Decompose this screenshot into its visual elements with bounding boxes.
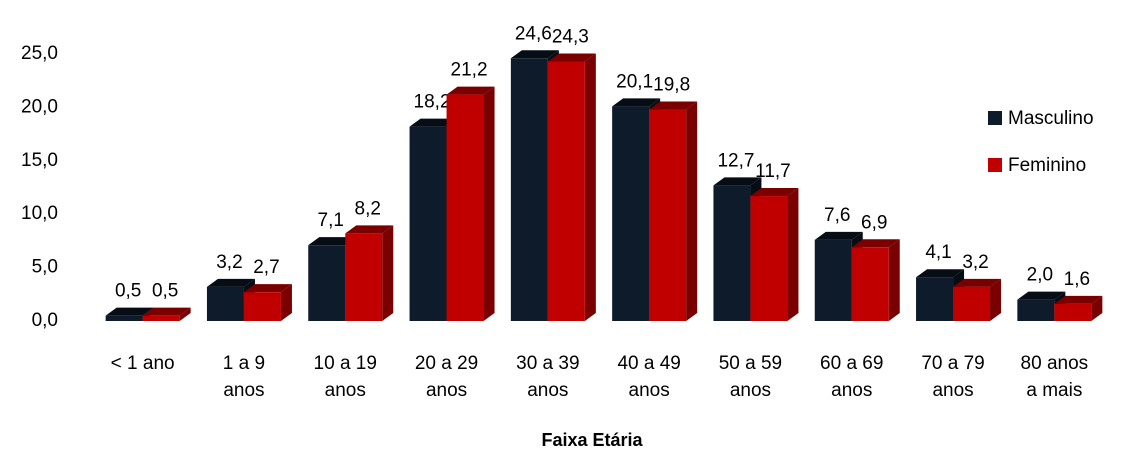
bar — [308, 245, 346, 321]
y-tick-label: 10,0 — [21, 203, 58, 224]
data-label: 3,2 — [962, 252, 988, 273]
bar — [1054, 303, 1092, 321]
bar-top — [750, 188, 799, 197]
x-tick-label: 50 a 59 anos — [718, 353, 783, 401]
bar-side — [787, 188, 799, 321]
bar — [409, 126, 447, 322]
y-tick-label: 5,0 — [32, 257, 58, 278]
legend-swatch — [988, 111, 1002, 125]
data-label: 4,1 — [925, 242, 951, 263]
bar-side — [990, 278, 1002, 321]
bar-top — [1017, 291, 1066, 300]
bar — [105, 315, 143, 321]
bar — [750, 196, 788, 321]
bar — [916, 277, 954, 321]
data-label: 0,5 — [152, 281, 178, 302]
bar — [345, 233, 383, 321]
bar-top — [308, 237, 357, 246]
data-label: 12,7 — [717, 150, 754, 171]
bar-side — [888, 239, 900, 321]
bar-top — [142, 307, 191, 316]
bar-side — [280, 284, 292, 321]
x-tick-label: 70 a 79 anos — [921, 353, 985, 401]
bar-side — [1091, 295, 1103, 321]
bar-top — [105, 307, 154, 316]
bar-top — [713, 177, 762, 186]
x-tick-label: 40 a 49 anos — [617, 353, 681, 401]
bar-top — [1054, 295, 1103, 304]
bar-top — [814, 231, 863, 240]
y-tick-label: 25,0 — [21, 43, 58, 64]
data-label: 2,0 — [1027, 265, 1053, 286]
bar — [814, 239, 852, 321]
bar — [1017, 299, 1055, 321]
bar-side — [483, 86, 495, 321]
bar — [953, 286, 991, 321]
bar — [547, 61, 585, 321]
x-tick-label: 30 a 39 anos — [516, 353, 580, 401]
bar — [142, 315, 180, 321]
bar-side — [584, 53, 596, 321]
bar — [649, 109, 687, 321]
data-label: 8,2 — [355, 198, 381, 219]
bar-top — [612, 98, 661, 107]
data-label: 20,1 — [616, 71, 653, 92]
x-tick-label: 20 a 29 anos — [414, 353, 479, 401]
bar-top — [243, 284, 292, 293]
bar-top — [345, 225, 394, 234]
data-label: 11,7 — [755, 161, 791, 182]
bar-top — [916, 269, 965, 278]
bar-side — [179, 307, 191, 321]
bar — [851, 247, 889, 321]
legend-label: Feminino — [1008, 155, 1086, 176]
data-label: 7,6 — [824, 205, 850, 226]
bar-top — [953, 278, 1002, 287]
bar — [612, 106, 650, 321]
bar-side — [686, 101, 698, 321]
data-label: 2,7 — [253, 257, 279, 278]
data-label: 18,2 — [414, 92, 451, 113]
x-tick-label: 60 a 69 anos — [820, 353, 884, 401]
x-tick-label: 1 a 9 anos — [222, 353, 266, 401]
bar-side — [382, 225, 394, 321]
data-label: 21,2 — [451, 60, 488, 81]
data-label: 24,3 — [552, 26, 589, 47]
bar — [713, 185, 751, 321]
bar-top — [547, 53, 596, 62]
data-label: 3,2 — [216, 252, 242, 273]
bar — [446, 94, 484, 321]
data-label: 0,5 — [115, 281, 141, 302]
data-label: 1,6 — [1064, 269, 1090, 290]
data-label: 19,8 — [653, 75, 690, 96]
bar — [206, 286, 244, 321]
data-label: 24,6 — [515, 23, 552, 44]
bar-top — [409, 118, 458, 127]
legend-label: Masculino — [1008, 108, 1094, 129]
x-axis-title: Faixa Etária — [541, 430, 643, 450]
legend-swatch — [988, 158, 1002, 172]
bar-top — [510, 50, 559, 59]
data-label: 7,1 — [318, 210, 344, 231]
x-tick-label: 80 anos a mais — [1020, 353, 1089, 401]
bar-top — [851, 239, 900, 248]
y-tick-label: 0,0 — [32, 310, 58, 331]
x-tick-label: < 1 ano — [110, 353, 175, 374]
x-tick-label: 10 a 19 anos — [313, 353, 377, 401]
bar-top — [649, 101, 698, 110]
data-label: 6,9 — [861, 212, 887, 233]
bar-top — [446, 86, 495, 95]
y-tick-label: 20,0 — [21, 96, 58, 117]
bar — [510, 58, 548, 321]
bar — [243, 292, 281, 321]
y-tick-label: 15,0 — [21, 150, 58, 171]
bar-top — [206, 278, 255, 287]
